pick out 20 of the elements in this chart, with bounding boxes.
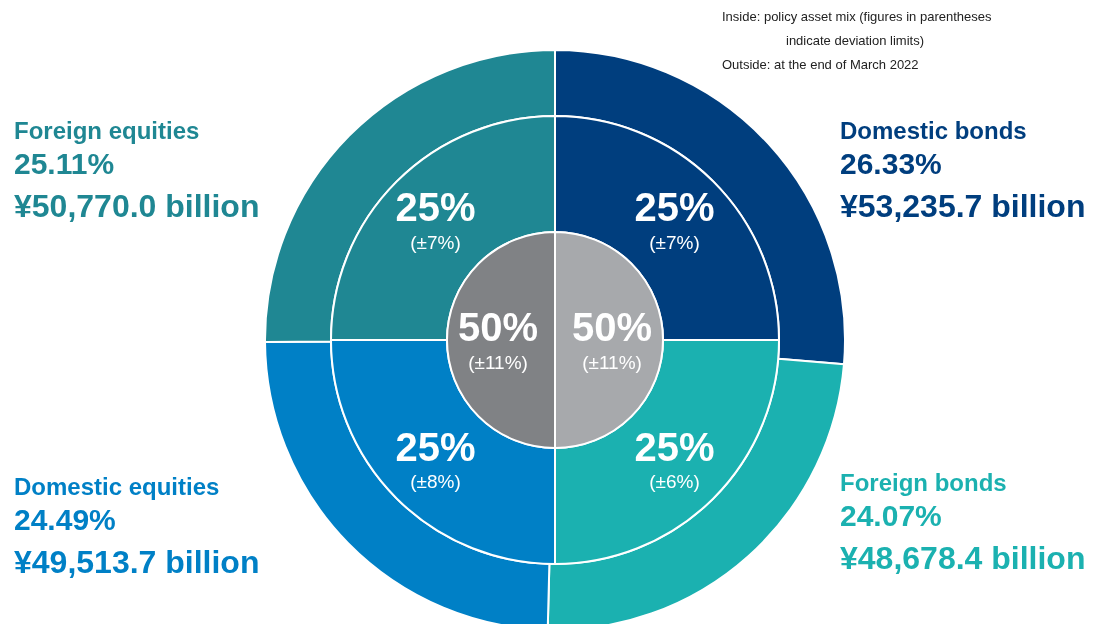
slice-label: Foreign bonds [840, 468, 1007, 496]
slice-label: Domestic equities [14, 472, 220, 500]
data-label: 50% (±11%) [571, 305, 653, 373]
data-label: 25% (±7%) [634, 185, 715, 253]
text: ¥50,770.0 billion [14, 188, 260, 224]
data-label: 25% (±6%) [634, 424, 715, 492]
data-label: 24.07% [840, 498, 942, 532]
data-label: 50% (±11%) [457, 305, 539, 373]
data-label: 24.49% [14, 502, 116, 536]
text: Inside: policy asset mix (figures in parentheses indicate deviation limits) [722, 9, 993, 48]
data-label: 26.33% [840, 146, 942, 180]
text: ¥53,235.7 billion [840, 188, 1086, 224]
slice-label: Domestic bonds [840, 116, 1027, 144]
data-label: 25.11% [14, 146, 115, 180]
text: ¥49,513.7 billion [14, 544, 260, 580]
data-label: 25% (±8%) [395, 424, 476, 492]
text: Outside: at the end of March 2022 [722, 57, 919, 72]
data-label: 25% (±7%) [395, 185, 476, 253]
slice-label: Foreign equities [14, 116, 200, 144]
text: ¥48,678.4 billion [840, 540, 1086, 576]
